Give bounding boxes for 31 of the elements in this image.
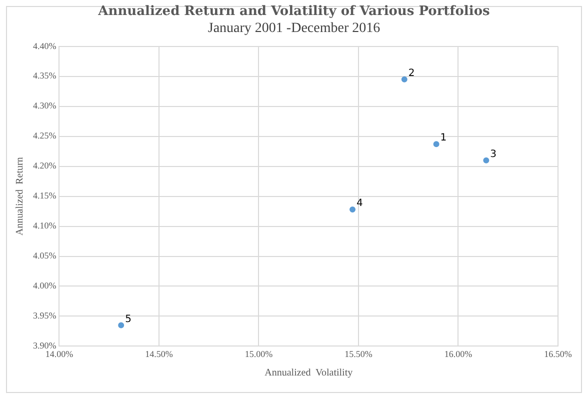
annotation: 5 xyxy=(125,314,132,325)
y-tick-label: 4.40% xyxy=(32,40,57,51)
chart-title: Annualized Return and Volatility of Various Portfolios xyxy=(97,4,491,19)
y-axis-title: Annualized Return xyxy=(14,157,26,236)
x-axis-title: Annualized Volatility xyxy=(264,368,353,379)
x-tick-label: 15.00% xyxy=(244,348,274,359)
annotation: 3 xyxy=(490,148,497,160)
annotation: 4 xyxy=(356,198,363,210)
point xyxy=(433,141,440,148)
y-tick-label: 4.15% xyxy=(32,190,57,201)
annotation: 1 xyxy=(440,132,447,144)
x-tick-label: 14.00% xyxy=(45,348,74,359)
y-tick-label: 4.05% xyxy=(32,250,57,261)
annotation: 2 xyxy=(408,68,415,79)
y-tick-label: 4.35% xyxy=(32,70,57,81)
point xyxy=(483,157,490,164)
x-tick-label: 14.50% xyxy=(145,348,174,359)
point xyxy=(350,206,356,212)
y-tick-label: 4.10% xyxy=(32,220,57,231)
x-tick-label: 16.00% xyxy=(444,348,473,359)
y-tick-label: 4.25% xyxy=(32,130,57,141)
y-tick-label: 3.90% xyxy=(32,340,57,351)
y-tick-label: 4.30% xyxy=(32,100,57,111)
x-tick-label: 16.50% xyxy=(544,348,572,359)
y-tick-label: 4.00% xyxy=(32,280,57,291)
y-tick-label: 3.95% xyxy=(32,310,57,321)
x-tick-label: 15.50% xyxy=(344,348,373,359)
y-tick-label: 4.20% xyxy=(32,160,57,171)
chart-subtitle: January 2001 -December 2016 xyxy=(206,21,382,37)
point xyxy=(401,76,408,82)
point xyxy=(118,322,124,328)
